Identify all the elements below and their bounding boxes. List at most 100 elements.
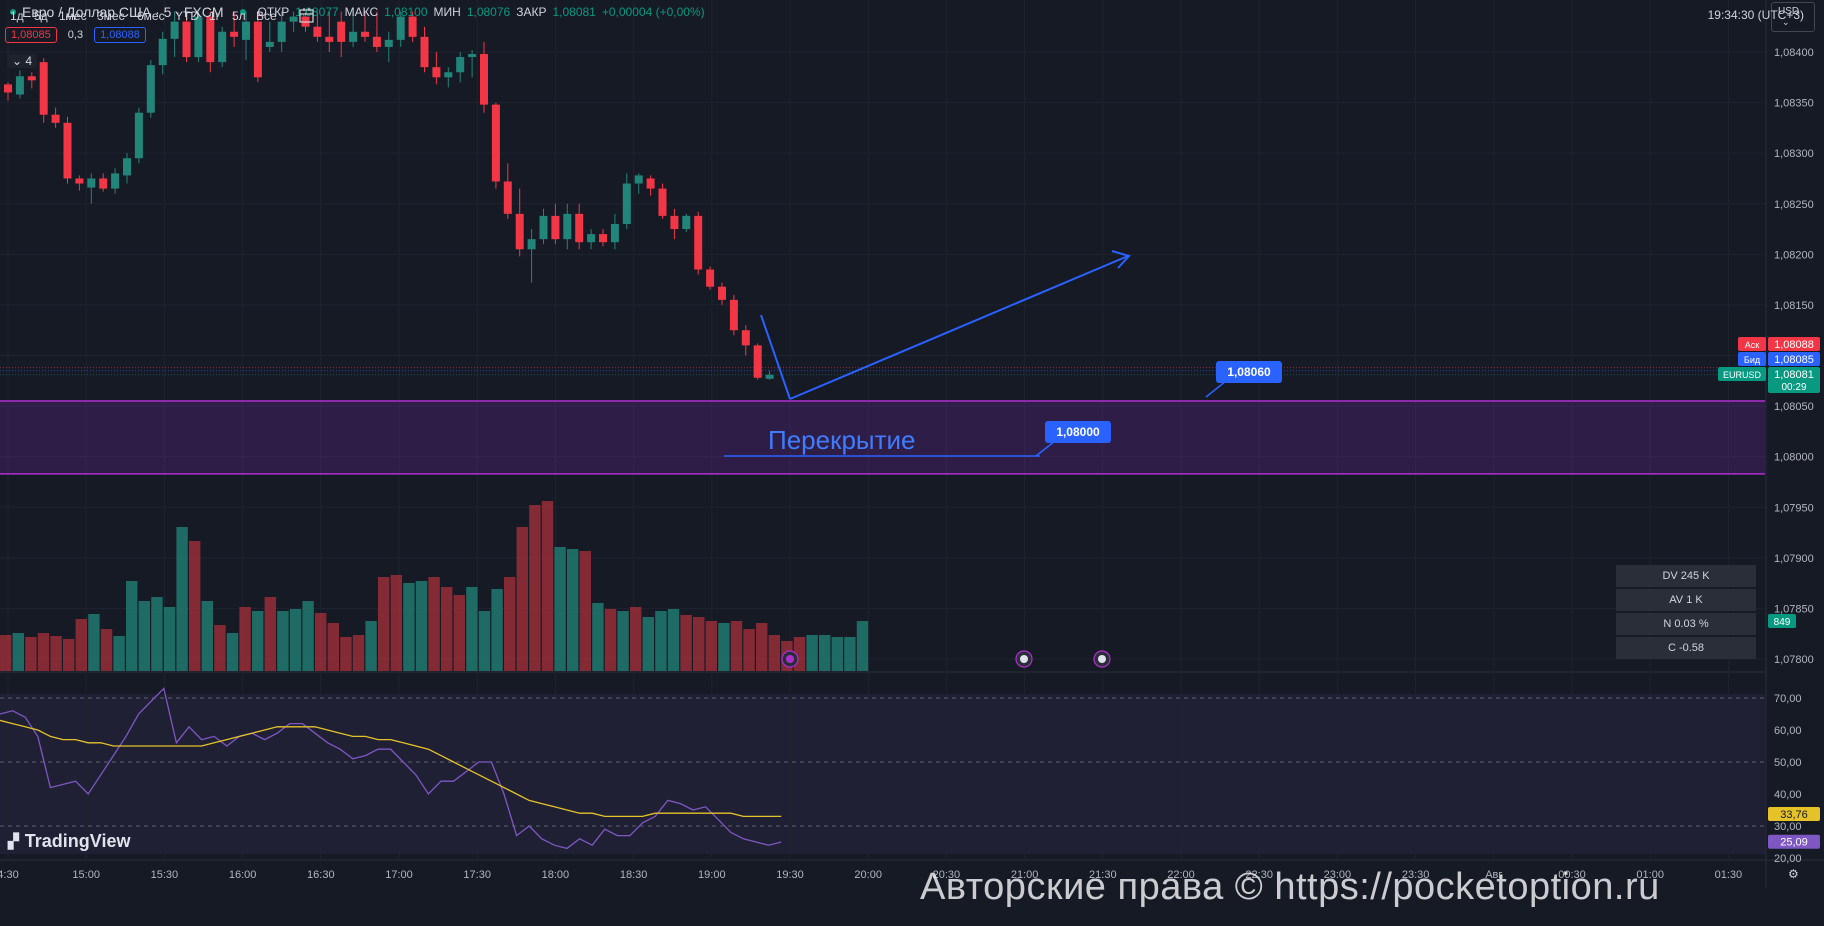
candle-down (39, 62, 48, 115)
volume-bar (466, 587, 478, 671)
candle-down (27, 76, 36, 81)
rsi-pane-background (0, 694, 1765, 854)
volume-bar (252, 611, 264, 671)
time-axis-label: 20:30 (933, 869, 961, 881)
tradingview-logo[interactable]: ▞ TradingView (8, 831, 130, 852)
price-axis-label: 1,08350 (1774, 98, 1814, 110)
volume-bar (630, 607, 642, 671)
volume-bar (352, 635, 365, 671)
range-5y[interactable]: 5л (232, 9, 246, 23)
time-axis-label: 15:30 (151, 869, 179, 881)
market-status-icon (10, 9, 16, 15)
volume-bar (428, 577, 440, 671)
candle-up (146, 65, 155, 113)
range-5d[interactable]: 5д (34, 9, 48, 23)
go-to-date-icon[interactable] (298, 7, 316, 25)
candle-up (134, 112, 143, 159)
volume-bar (264, 597, 276, 671)
bid-price-tag-bg (1768, 352, 1820, 366)
indicators-toggle[interactable]: ⌄ 4 (7, 54, 38, 68)
volume-bar (365, 621, 377, 671)
candle-down (372, 36, 381, 47)
volume-bar (163, 607, 176, 671)
candle-up (527, 239, 536, 250)
rsi-value-tag-bg (1768, 834, 1820, 849)
volume-bar (819, 635, 831, 671)
volume-bar (680, 615, 692, 671)
volume-bar (806, 635, 818, 671)
time-axis-label: 21:00 (1011, 869, 1039, 881)
rsi-ma-tag-bg (1768, 806, 1820, 821)
volume-bar (478, 611, 491, 671)
stat-av: AV 1 K (1616, 589, 1756, 611)
volume-bar (226, 633, 239, 671)
time-axis-label: 23:30 (1402, 869, 1430, 881)
ask-price-tag: 1,08088 (1774, 339, 1814, 351)
volume-bar (617, 611, 629, 671)
candle-down (99, 178, 108, 189)
candle-down (753, 345, 762, 378)
rsi-ma-line (0, 719, 782, 818)
volume-bar (63, 639, 75, 671)
range-6m[interactable]: 6мес (137, 9, 165, 23)
time-axis-label: 22:30 (1245, 869, 1273, 881)
bid-label: Бид (1744, 355, 1761, 365)
settings-icon[interactable]: ⚙ (1788, 867, 1799, 881)
us-flag-event-icon-inner (1098, 655, 1106, 663)
volume-stats-panel: DV 245 K AV 1 K N 0.03 % C -0.58 (1616, 565, 1756, 661)
range-1y[interactable]: 1г (209, 9, 221, 23)
symbol-header[interactable]: Евро / Доллар США · 5 · FXCM ОТКР 1,08077… (10, 4, 705, 20)
bid-price-tag: 1,08085 (1774, 354, 1814, 366)
last-price-tag-bg (1768, 367, 1820, 393)
range-1d[interactable]: 1д (10, 9, 24, 23)
time-axis-label: 4:30 (0, 869, 19, 881)
candle-up (622, 183, 631, 224)
buy-price-chip[interactable]: 1,08088 (94, 27, 146, 43)
candle-down (230, 31, 239, 37)
forecast-arrow (789, 255, 1129, 400)
volume-bar (340, 637, 352, 671)
candle-up (194, 16, 203, 58)
range-1m[interactable]: 1мес (59, 9, 87, 23)
volume-bar (579, 551, 591, 671)
time-axis-label: 01:30 (1715, 869, 1743, 881)
range-ytd[interactable]: YTD (175, 9, 199, 23)
candle-up (265, 41, 274, 47)
copyright-watermark: Авторские права © https://pocketoption.r… (920, 866, 1660, 908)
volume-bar (441, 587, 453, 671)
volume-bar (176, 527, 188, 671)
candle-up (158, 38, 167, 66)
callout-1-08060: 1,08060 (1227, 365, 1271, 379)
price-axis-label: 1,08250 (1774, 199, 1814, 211)
range-3m[interactable]: 3мес (97, 9, 125, 23)
change-value: +0,00004 (+0,00%) (601, 5, 705, 19)
candle-down (503, 181, 512, 214)
candle-down (325, 36, 334, 42)
logo-text: TradingView (24, 831, 131, 851)
range-all[interactable]: Все (256, 9, 277, 23)
lightning-event-icon-inner (786, 655, 794, 663)
volume-bar (214, 625, 226, 671)
candle-up (682, 215, 691, 230)
candle-up (563, 213, 572, 240)
candle-down (182, 21, 191, 58)
sell-price-chip[interactable]: 1,08085 (5, 27, 57, 43)
price-axis-label: 1,08300 (1774, 148, 1814, 160)
candle-down (432, 67, 441, 78)
volume-bar (541, 501, 554, 671)
volume-bar (705, 621, 717, 671)
clock[interactable]: 19:34:30 (UTC+3) (1707, 8, 1804, 22)
price-axis-label: 1,07950 (1774, 502, 1814, 514)
candle-down (741, 330, 750, 346)
volume-bar (642, 617, 654, 671)
currency-select[interactable]: USD ⌄ (1771, 2, 1815, 32)
stat-n: N 0.03 % (1616, 613, 1756, 635)
candle-down (4, 84, 12, 93)
symbol-title[interactable]: Евро / Доллар США · 5 · FXCM (22, 4, 224, 20)
candle-up (15, 76, 24, 95)
price-axis-label: 1,08000 (1774, 452, 1814, 464)
candle-down (646, 178, 655, 189)
session-dot-icon (239, 9, 246, 15)
